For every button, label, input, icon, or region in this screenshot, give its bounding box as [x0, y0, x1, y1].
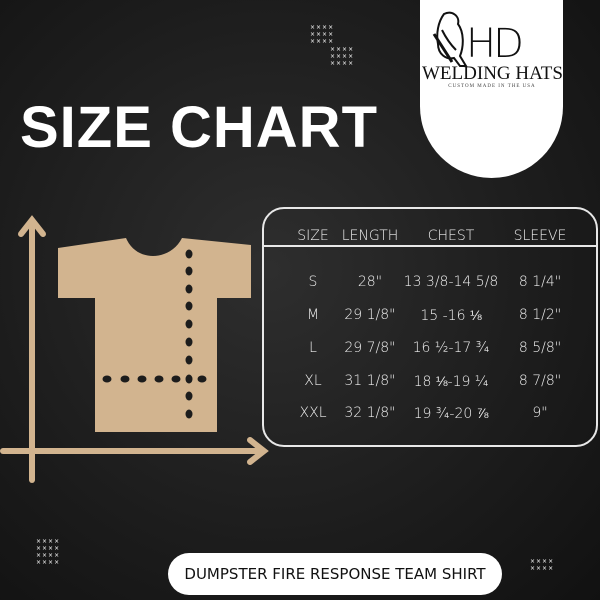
header-divider [262, 245, 598, 247]
x-pattern-decoration: ×××× ×××× ×××× [330, 46, 355, 67]
cell-size: XXL [299, 405, 327, 421]
cell-length: 29 7/8" [344, 340, 396, 356]
cell-length: 31 1/8" [344, 373, 396, 389]
cell-sleeve: 9" [532, 405, 548, 421]
header-length: LENGTH [341, 228, 399, 244]
header-sleeve: SLEEVE [513, 228, 567, 244]
header-size: SIZE [297, 228, 329, 244]
page-title: SIZE CHART [20, 95, 378, 160]
header-chest: CHEST [427, 228, 475, 244]
cell-sleeve: 8 1/2" [518, 307, 562, 323]
size-table [262, 207, 598, 447]
eagle-logo-icon [432, 11, 468, 67]
axes-icon [0, 215, 269, 483]
cell-sleeve: 8 1/4" [518, 274, 562, 290]
x-pattern-decoration: ×××× ×××× ×××× ×××× [36, 538, 61, 566]
cell-length: 29 1/8" [344, 307, 396, 323]
cell-size: L [309, 340, 317, 356]
cell-sleeve: 8 5/8" [518, 340, 562, 356]
cell-size: M [306, 307, 320, 323]
x-pattern-decoration: ×××× ×××× ×××× [310, 24, 335, 45]
cell-length: 32 1/8" [344, 405, 396, 421]
cell-chest: 19 ¾-20 ⅞ [413, 406, 489, 422]
logo-name: WELDING HATS [422, 63, 563, 84]
measure-dots [102, 249, 207, 419]
cell-size: S [308, 274, 318, 290]
cell-size: XL [304, 373, 322, 389]
cell-chest: 13 3/8-14 5/8 [403, 274, 499, 290]
logo-tagline: CUSTOM MADE IN THE USA [448, 84, 536, 89]
product-label: DUMPSTER FIRE RESPONSE TEAM SHIRT [168, 553, 502, 595]
logo-mark: HD [466, 21, 524, 67]
cell-chest: 16 ½-17 ¾ [412, 340, 490, 356]
x-pattern-decoration: ×××× ×××× [530, 558, 555, 572]
shirt-diagram [0, 215, 269, 483]
cell-length: 28" [357, 274, 383, 290]
tshirt-icon [58, 238, 251, 432]
cell-chest: 15 -16 ⅛ [420, 308, 482, 324]
cell-sleeve: 8 7/8" [518, 373, 562, 389]
cell-chest: 18 ⅛-19 ¼ [413, 374, 489, 390]
